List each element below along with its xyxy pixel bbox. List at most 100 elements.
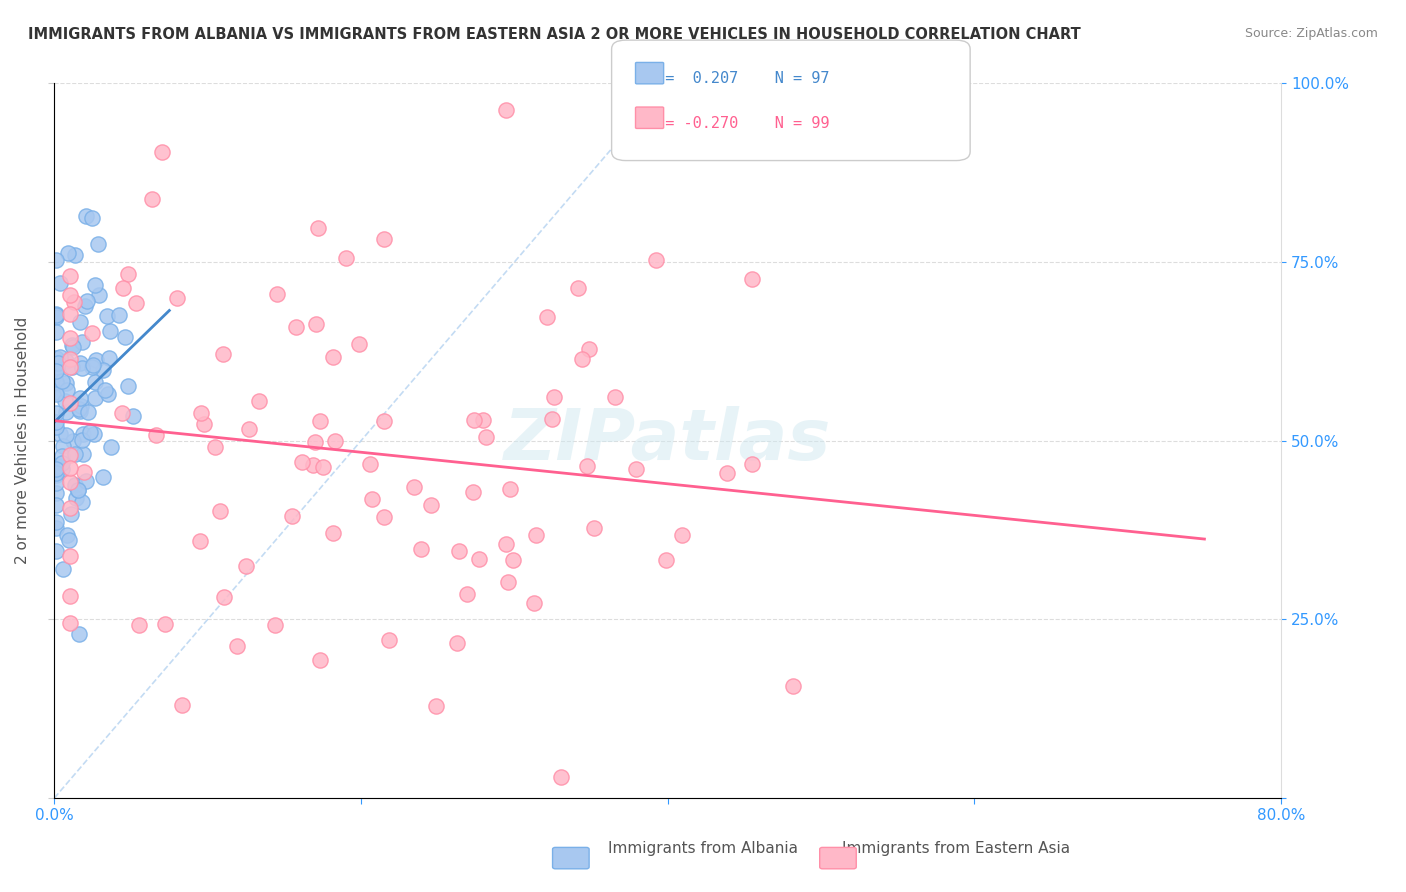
Immigrants from Albania (70, 335, 93, 350)
Immigrants from Eastern Asia (166, 291, 188, 305)
Immigrants from Eastern Asia (190, 406, 212, 420)
Immigrants from Albania (63, 247, 86, 261)
Immigrants from Eastern Asia (193, 417, 215, 432)
Immigrants from Eastern Asia (472, 413, 495, 427)
Immigrants from Eastern Asia (59, 331, 82, 345)
Immigrants from Albania (70, 433, 93, 447)
Immigrants from Albania (121, 409, 143, 423)
Immigrants from Albania (45, 486, 67, 500)
Immigrants from Albania (45, 466, 67, 480)
Immigrants from Albania (45, 310, 67, 324)
Immigrants from Albania (55, 376, 77, 390)
Immigrants from Eastern Asia (59, 269, 82, 284)
Immigrants from Albania (51, 375, 73, 389)
Immigrants from Eastern Asia (575, 458, 598, 473)
Immigrants from Albania (56, 246, 79, 260)
Immigrants from Albania (52, 562, 75, 576)
Immigrants from Eastern Asia (543, 390, 565, 404)
Immigrants from Eastern Asia (125, 296, 148, 310)
Immigrants from Eastern Asia (495, 537, 517, 551)
Immigrants from Eastern Asia (59, 359, 82, 374)
Immigrants from Albania (69, 356, 91, 370)
Immigrants from Albania (69, 404, 91, 418)
Immigrants from Eastern Asia (360, 492, 382, 507)
Immigrants from Albania (70, 399, 93, 413)
Immigrants from Albania (45, 515, 67, 529)
Immigrants from Albania (84, 277, 107, 292)
Immigrants from Eastern Asia (281, 509, 304, 524)
Immigrants from Albania (59, 507, 82, 521)
Immigrants from Albania (60, 359, 83, 374)
Immigrants from Albania (100, 440, 122, 454)
Immigrants from Eastern Asia (323, 434, 346, 449)
Text: R =  0.207    N = 97: R = 0.207 N = 97 (647, 71, 830, 87)
Immigrants from Albania (70, 494, 93, 508)
Immigrants from Albania (55, 428, 77, 442)
Immigrants from Albania (46, 458, 69, 473)
Immigrants from Eastern Asia (404, 479, 426, 493)
Immigrants from Albania (45, 308, 67, 322)
Immigrants from Eastern Asia (468, 552, 491, 566)
Immigrants from Eastern Asia (347, 336, 370, 351)
Immigrants from Eastern Asia (150, 145, 173, 159)
Immigrants from Eastern Asia (322, 525, 344, 540)
Immigrants from Albania (49, 426, 72, 441)
Immigrants from Eastern Asia (461, 484, 484, 499)
Immigrants from Albania (108, 308, 131, 322)
Immigrants from Eastern Asia (266, 286, 288, 301)
Immigrants from Albania (46, 356, 69, 370)
Immigrants from Eastern Asia (550, 770, 572, 784)
Immigrants from Eastern Asia (111, 281, 134, 295)
Text: R = -0.270    N = 99: R = -0.270 N = 99 (647, 116, 830, 131)
Immigrants from Albania (86, 237, 108, 252)
Immigrants from Eastern Asia (373, 413, 395, 427)
Immigrants from Albania (55, 353, 77, 368)
Immigrants from Albania (45, 544, 67, 558)
Immigrants from Albania (62, 340, 84, 354)
Immigrants from Albania (76, 405, 98, 419)
Immigrants from Eastern Asia (624, 462, 647, 476)
Immigrants from Eastern Asia (235, 558, 257, 573)
Immigrants from Albania (91, 363, 114, 377)
Immigrants from Albania (67, 483, 90, 497)
Immigrants from Eastern Asia (59, 501, 82, 516)
Immigrants from Albania (45, 521, 67, 535)
Immigrants from Eastern Asia (536, 310, 558, 324)
Immigrants from Albania (49, 276, 72, 290)
Immigrants from Eastern Asia (59, 287, 82, 301)
Immigrants from Albania (58, 533, 80, 548)
Immigrants from Albania (53, 394, 76, 409)
Immigrants from Eastern Asia (304, 435, 326, 450)
Immigrants from Albania (45, 326, 67, 340)
Immigrants from Albania (45, 416, 67, 430)
Immigrants from Albania (96, 309, 118, 323)
Immigrants from Albania (70, 360, 93, 375)
Immigrants from Eastern Asia (145, 427, 167, 442)
Text: Immigrants from Albania: Immigrants from Albania (607, 841, 799, 856)
Immigrants from Eastern Asia (373, 509, 395, 524)
Immigrants from Eastern Asia (73, 465, 96, 479)
Immigrants from Albania (67, 483, 90, 498)
Immigrants from Eastern Asia (447, 544, 470, 558)
Immigrants from Albania (84, 375, 107, 389)
Immigrants from Albania (67, 401, 90, 416)
Immigrants from Albania (51, 461, 73, 475)
Immigrants from Eastern Asia (359, 457, 381, 471)
Immigrants from Eastern Asia (59, 307, 82, 321)
Immigrants from Albania (45, 386, 67, 401)
Immigrants from Eastern Asia (411, 542, 433, 557)
Immigrants from Eastern Asia (373, 232, 395, 246)
Immigrants from Albania (45, 377, 67, 392)
Immigrants from Eastern Asia (671, 527, 693, 541)
Immigrants from Eastern Asia (456, 587, 478, 601)
Immigrants from Albania (45, 360, 67, 375)
Immigrants from Albania (91, 469, 114, 483)
Immigrants from Albania (67, 627, 90, 641)
Immigrants from Eastern Asia (59, 351, 82, 366)
Immigrants from Albania (62, 434, 84, 449)
Immigrants from Albania (51, 449, 73, 463)
Immigrants from Eastern Asia (238, 422, 260, 436)
Immigrants from Eastern Asia (128, 617, 150, 632)
Immigrants from Eastern Asia (605, 390, 627, 404)
Immigrants from Eastern Asia (463, 413, 485, 427)
